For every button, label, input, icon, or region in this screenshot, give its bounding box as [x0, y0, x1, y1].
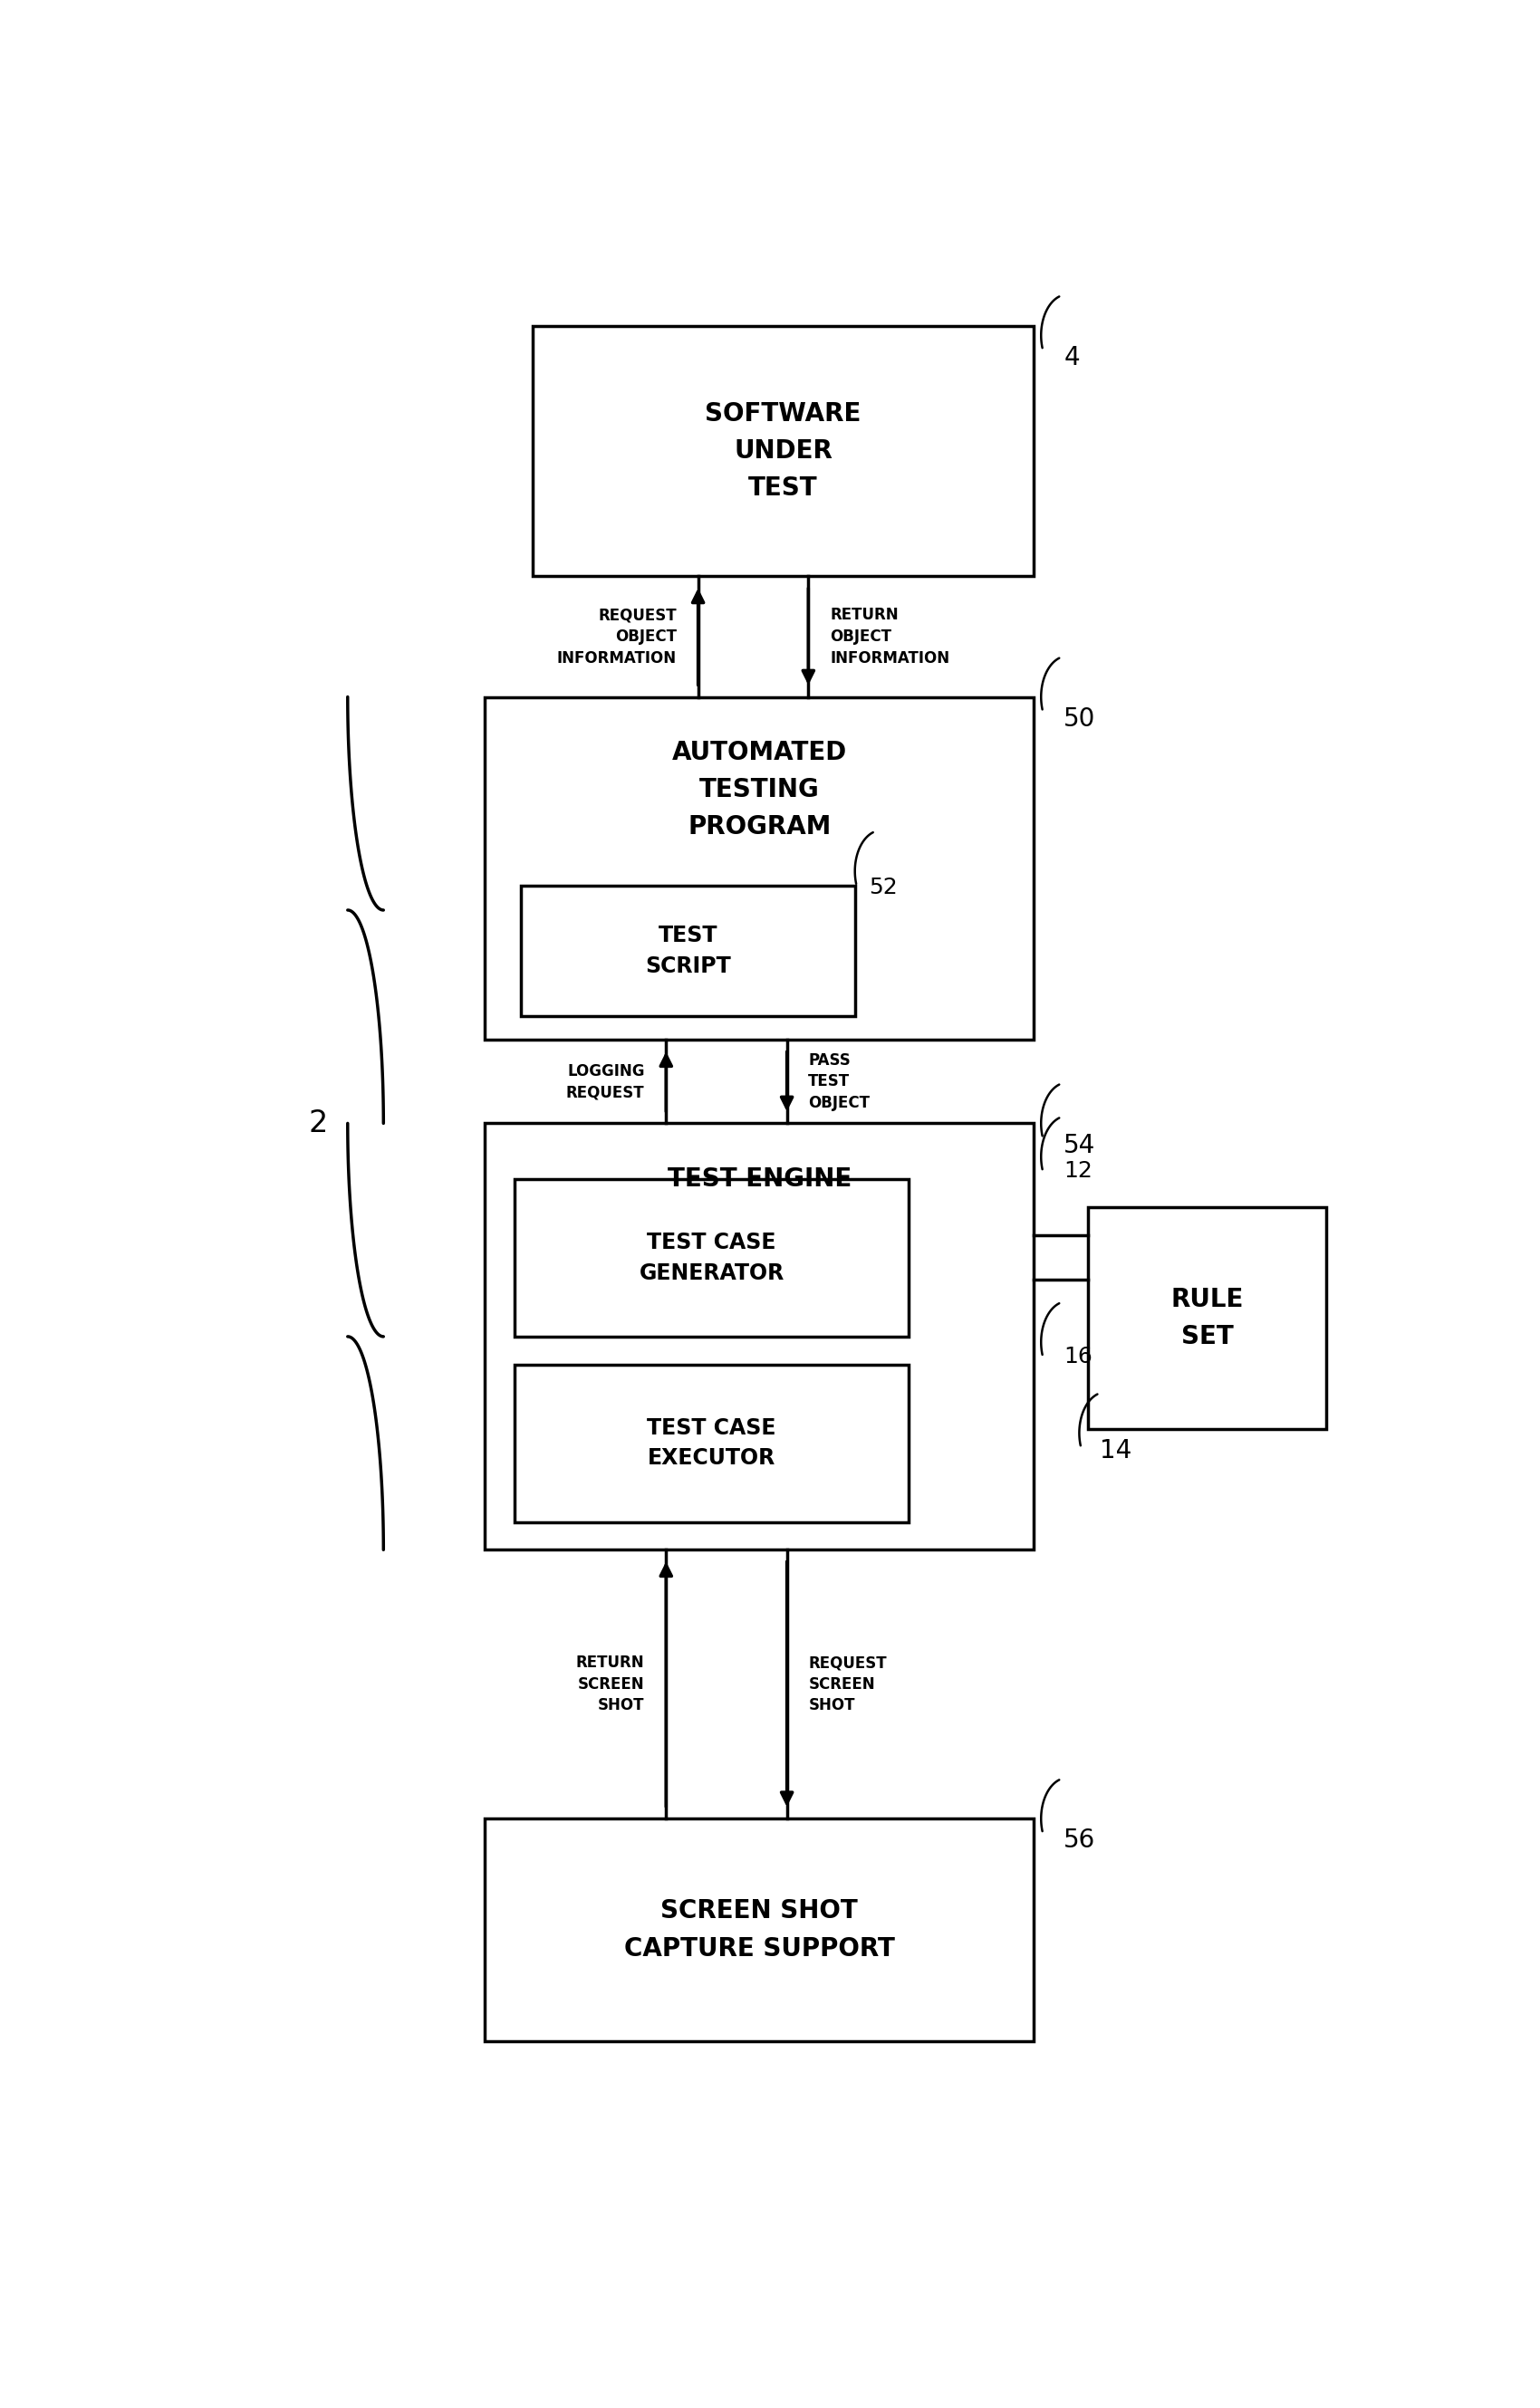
Text: 54: 54 [1064, 1132, 1095, 1158]
Text: 2: 2 [308, 1108, 328, 1139]
Text: RULE
SET: RULE SET [1170, 1286, 1243, 1348]
Text: RETURN
SCREEN
SHOT: RETURN SCREEN SHOT [576, 1654, 645, 1714]
Bar [485, 696, 1033, 1040]
Bar [521, 886, 855, 1016]
Text: SCREEN SHOT
CAPTURE SUPPORT: SCREEN SHOT CAPTURE SUPPORT [624, 1898, 895, 1960]
Bar [533, 325, 1033, 576]
Text: RETURN
OBJECT
INFORMATION: RETURN OBJECT INFORMATION [830, 607, 950, 667]
Bar [485, 1818, 1033, 2042]
Text: REQUEST
SCREEN
SHOT: REQUEST SCREEN SHOT [808, 1654, 887, 1714]
Text: 4: 4 [1064, 344, 1080, 371]
Text: 14: 14 [1100, 1438, 1132, 1464]
Text: AUTOMATED
TESTING
PROGRAM: AUTOMATED TESTING PROGRAM [671, 739, 847, 840]
Text: REQUEST
OBJECT
INFORMATION: REQUEST OBJECT INFORMATION [557, 607, 676, 667]
Text: SOFTWARE
UNDER
TEST: SOFTWARE UNDER TEST [705, 402, 861, 501]
Text: TEST
SCRIPT: TEST SCRIPT [645, 925, 730, 978]
Text: TEST CASE
GENERATOR: TEST CASE GENERATOR [639, 1233, 784, 1283]
Bar [485, 1122, 1033, 1551]
Text: 12: 12 [1064, 1161, 1093, 1182]
Bar [514, 1180, 909, 1336]
Bar [514, 1365, 909, 1522]
Bar [1087, 1206, 1326, 1430]
Text: 50: 50 [1064, 706, 1096, 732]
Text: LOGGING
REQUEST: LOGGING REQUEST [567, 1062, 645, 1100]
Text: TEST ENGINE: TEST ENGINE [667, 1165, 852, 1192]
Text: 16: 16 [1064, 1346, 1093, 1368]
Text: PASS
TEST
OBJECT: PASS TEST OBJECT [808, 1052, 870, 1110]
Text: 52: 52 [869, 877, 898, 898]
Text: TEST CASE
EXECUTOR: TEST CASE EXECUTOR [647, 1418, 776, 1469]
Text: 56: 56 [1064, 1828, 1095, 1854]
